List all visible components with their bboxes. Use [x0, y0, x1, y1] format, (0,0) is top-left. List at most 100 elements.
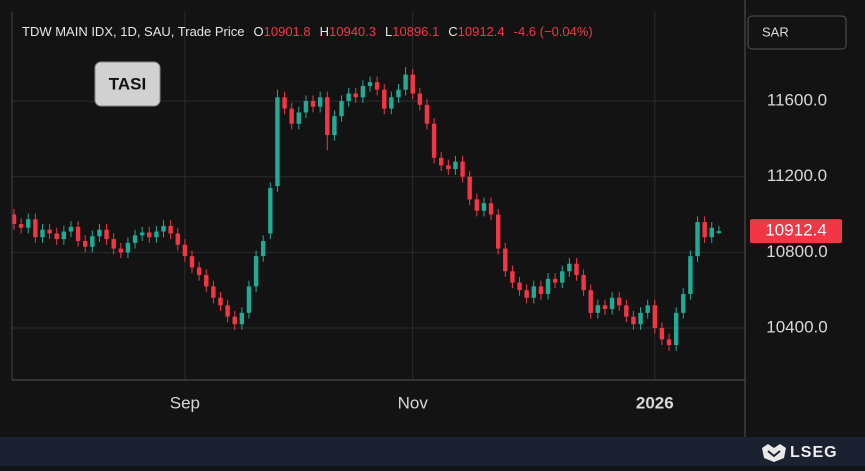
candle-body — [104, 229, 109, 240]
candle-body — [303, 101, 309, 113]
candle-body — [517, 282, 522, 291]
candle-body — [218, 297, 223, 306]
last-price-tag — [750, 219, 842, 244]
y-tick-label: 11600.0 — [767, 91, 827, 110]
candle-body — [524, 290, 529, 298]
candle-body — [339, 101, 344, 117]
candle-body — [389, 97, 394, 109]
candle-body — [510, 271, 515, 283]
candle-body — [246, 286, 252, 313]
candle-body — [154, 231, 159, 238]
candle-body — [11, 214, 17, 224]
candle-body — [225, 305, 230, 317]
candle-body — [374, 82, 380, 90]
candle-body — [111, 239, 116, 249]
candle-body — [595, 305, 601, 313]
candle-body — [410, 74, 415, 94]
candle-body — [61, 231, 67, 240]
candle-body — [460, 161, 465, 177]
y-tick-label: 10800.0 — [766, 242, 827, 261]
legend-ohlc-label: L — [385, 24, 392, 39]
candle-body — [602, 305, 608, 310]
candle-body — [709, 227, 714, 238]
legend-ohlc-value: 10901.8 — [264, 24, 311, 39]
candle-body — [175, 233, 180, 245]
candle-body — [453, 161, 458, 170]
candle-body — [253, 256, 259, 287]
legend-ohlc-label: O — [254, 24, 264, 39]
candle-body — [567, 263, 572, 272]
x-tick-label: 2026 — [636, 393, 674, 412]
candle-body — [481, 203, 487, 211]
legend-title: TDW MAIN IDX, 1D, SAU, Trade Price — [22, 24, 245, 39]
candle-body — [83, 241, 88, 247]
candle-body — [161, 225, 166, 232]
candle-body — [503, 248, 508, 272]
candle-body — [396, 89, 401, 98]
badge-box — [94, 61, 161, 107]
candle-body — [239, 312, 245, 325]
candle-body — [97, 229, 102, 237]
currency-box — [747, 15, 847, 50]
candle-body — [638, 312, 643, 325]
candle-body — [673, 312, 679, 346]
candle-body — [574, 263, 579, 276]
candle-body — [310, 101, 316, 107]
candle-body — [617, 297, 622, 306]
candle-body — [125, 242, 131, 253]
candle-body — [695, 222, 700, 257]
brand-logo — [762, 444, 786, 462]
candle-body — [147, 232, 152, 238]
legend-ohlc-label: H — [320, 24, 329, 39]
candle-body — [581, 275, 586, 291]
candle-body — [545, 278, 551, 294]
legend-ohlc-value: 10896.1 — [392, 24, 439, 39]
candle-body — [54, 233, 59, 240]
legend-header: TDW MAIN IDX, 1D, SAU, Trade Price O10901… — [22, 24, 593, 39]
last-price: 10912.4 — [765, 221, 826, 240]
x-tick-label: Nov — [398, 393, 429, 412]
candle-body — [211, 286, 216, 298]
candle-body — [189, 256, 195, 268]
candle-body — [346, 93, 351, 102]
candle-body — [204, 275, 209, 287]
candle-body — [474, 199, 479, 211]
y-tick-label: 10400.0 — [766, 317, 827, 336]
candle-body — [538, 286, 544, 294]
candle-body — [681, 293, 686, 313]
legend-ohlc-label: C — [448, 24, 457, 39]
candle-body — [282, 97, 287, 109]
candle-body — [40, 229, 45, 238]
candle-body — [182, 244, 188, 257]
candle-body — [261, 241, 266, 257]
candle-body — [531, 286, 536, 298]
legend-ohlc-value: 10912.4 — [458, 24, 505, 39]
footer-bar — [0, 437, 865, 466]
candle-body — [659, 327, 665, 340]
candle-body — [232, 316, 237, 325]
candle-body — [645, 305, 650, 313]
candle-body — [68, 226, 74, 232]
candle-body — [666, 339, 672, 346]
candle-body — [716, 231, 722, 234]
candle-body — [75, 226, 81, 242]
candle-body — [332, 116, 337, 136]
legend-ohlc-value: 10940.3 — [329, 24, 376, 39]
currency: SAR — [762, 24, 789, 39]
candle-body — [90, 236, 95, 247]
candle-body — [353, 93, 358, 98]
candle-body — [631, 316, 636, 325]
candle-body — [495, 214, 501, 249]
candle-body — [588, 290, 593, 313]
candle-body — [317, 97, 323, 107]
candle-body — [467, 176, 472, 200]
candle-body — [624, 305, 629, 317]
candle-body — [702, 222, 707, 238]
candle-body — [609, 297, 615, 310]
candle-body — [296, 112, 301, 124]
candle-body — [367, 82, 373, 86]
candle-body — [168, 225, 173, 234]
candle-body — [652, 305, 657, 328]
candle-body — [552, 278, 558, 283]
